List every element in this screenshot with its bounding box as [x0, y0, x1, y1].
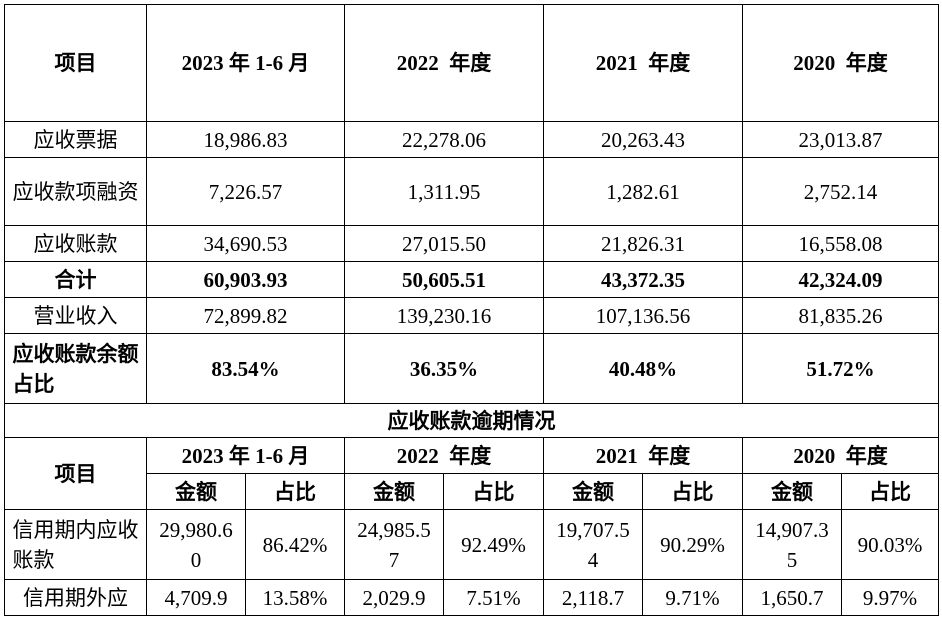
- value-cell: 1,282.61: [543, 157, 743, 226]
- value-cell: 72,899.82: [146, 297, 345, 334]
- value-cell: 60,903.93: [146, 261, 345, 298]
- value-cell: 16,558.08: [742, 225, 939, 262]
- amount-cell: 2,029.9: [344, 579, 444, 616]
- section-title: 应收账款逾期情况: [4, 403, 939, 438]
- header-amount: 金额: [344, 473, 444, 510]
- value-cell: 139,230.16: [344, 297, 544, 334]
- section-title-row: 应收账款逾期情况: [4, 403, 939, 438]
- value-cell: 43,372.35: [543, 261, 743, 298]
- table-row: 应收款项融资 7,226.57 1,311.95 1,282.61 2,752.…: [4, 157, 939, 226]
- value-cell: 27,015.50: [344, 225, 544, 262]
- ratio-cell: 90.03%: [841, 509, 939, 580]
- ratio-cell: 9.71%: [642, 579, 743, 616]
- header-ratio: 占比: [443, 473, 544, 510]
- total-row: 合计 60,903.93 50,605.51 43,372.35 42,324.…: [4, 261, 939, 298]
- header-period: 2023 年 1-6 月: [146, 437, 345, 474]
- ratio-cell: 13.58%: [245, 579, 345, 616]
- value-cell: 50,605.51: [344, 261, 544, 298]
- header-period: 2023 年 1-6 月: [146, 4, 345, 122]
- table-row: 应收账款 34,690.53 27,015.50 21,826.31 16,55…: [4, 225, 939, 262]
- header-period: 2021 年度: [543, 437, 743, 474]
- ratio-cell: 90.29%: [642, 509, 743, 580]
- value-cell: 51.72%: [742, 333, 939, 404]
- row-label: 应收票据: [4, 121, 147, 158]
- value-cell: 42,324.09: [742, 261, 939, 298]
- amount-cell: 24,985.57: [344, 509, 444, 580]
- row-label: 应收账款: [4, 225, 147, 262]
- value-cell: 81,835.26: [742, 297, 939, 334]
- ratio-cell: 86.42%: [245, 509, 345, 580]
- header-amount: 金额: [146, 473, 246, 510]
- header-ratio: 占比: [642, 473, 743, 510]
- value-cell: 40.48%: [543, 333, 743, 404]
- ratio-cell: 7.51%: [443, 579, 544, 616]
- value-cell: 34,690.53: [146, 225, 345, 262]
- header-period: 2022 年度: [344, 4, 544, 122]
- amount-cell: 29,980.60: [146, 509, 246, 580]
- header-ratio: 占比: [245, 473, 345, 510]
- header-item: 项目: [4, 4, 147, 122]
- row-label: 应收款项融资: [4, 157, 147, 226]
- header-amount: 金额: [543, 473, 643, 510]
- value-cell: 2,752.14: [742, 157, 939, 226]
- row-label: 应收账款余额占比: [4, 333, 147, 404]
- value-cell: 83.54%: [146, 333, 345, 404]
- receivables-table: 项目 2023 年 1-6 月 2022 年度 2021 年度 2020 年度 …: [4, 4, 939, 616]
- value-cell: 23,013.87: [742, 121, 939, 158]
- amount-cell: 2,118.7: [543, 579, 643, 616]
- value-cell: 22,278.06: [344, 121, 544, 158]
- value-cell: 20,263.43: [543, 121, 743, 158]
- value-cell: 21,826.31: [543, 225, 743, 262]
- row-label: 合计: [4, 261, 147, 298]
- table-row: 营业收入 72,899.82 139,230.16 107,136.56 81,…: [4, 297, 939, 334]
- overdue-header-row: 项目 2023 年 1-6 月 2022 年度 2021 年度 2020 年度: [4, 437, 939, 510]
- amount-cell: 1,650.7: [742, 579, 842, 616]
- table-row: 应收票据 18,986.83 22,278.06 20,263.43 23,01…: [4, 121, 939, 158]
- header-period: 2020 年度: [742, 437, 939, 474]
- row-label: 营业收入: [4, 297, 147, 334]
- table-row: 信用期内应收账款 29,980.60 86.42% 24,985.57 92.4…: [4, 509, 939, 580]
- row-label: 信用期外应: [4, 579, 147, 616]
- table-row: 信用期外应 4,709.9 13.58% 2,029.9 7.51% 2,118…: [4, 579, 939, 616]
- value-cell: 36.35%: [344, 333, 544, 404]
- header-ratio: 占比: [841, 473, 939, 510]
- header-period: 2020 年度: [742, 4, 939, 122]
- header-item: 项目: [4, 437, 147, 510]
- ratio-cell: 92.49%: [443, 509, 544, 580]
- header-amount: 金额: [742, 473, 842, 510]
- value-cell: 18,986.83: [146, 121, 345, 158]
- ratio-cell: 9.97%: [841, 579, 939, 616]
- row-label: 信用期内应收账款: [4, 509, 147, 580]
- amount-cell: 19,707.54: [543, 509, 643, 580]
- amount-cell: 14,907.35: [742, 509, 842, 580]
- summary-header-row: 项目 2023 年 1-6 月 2022 年度 2021 年度 2020 年度: [4, 4, 939, 122]
- value-cell: 1,311.95: [344, 157, 544, 226]
- ratio-row: 应收账款余额占比 83.54% 36.35% 40.48% 51.72%: [4, 333, 939, 404]
- value-cell: 107,136.56: [543, 297, 743, 334]
- header-period: 2021 年度: [543, 4, 743, 122]
- value-cell: 7,226.57: [146, 157, 345, 226]
- header-period: 2022 年度: [344, 437, 544, 474]
- amount-cell: 4,709.9: [146, 579, 246, 616]
